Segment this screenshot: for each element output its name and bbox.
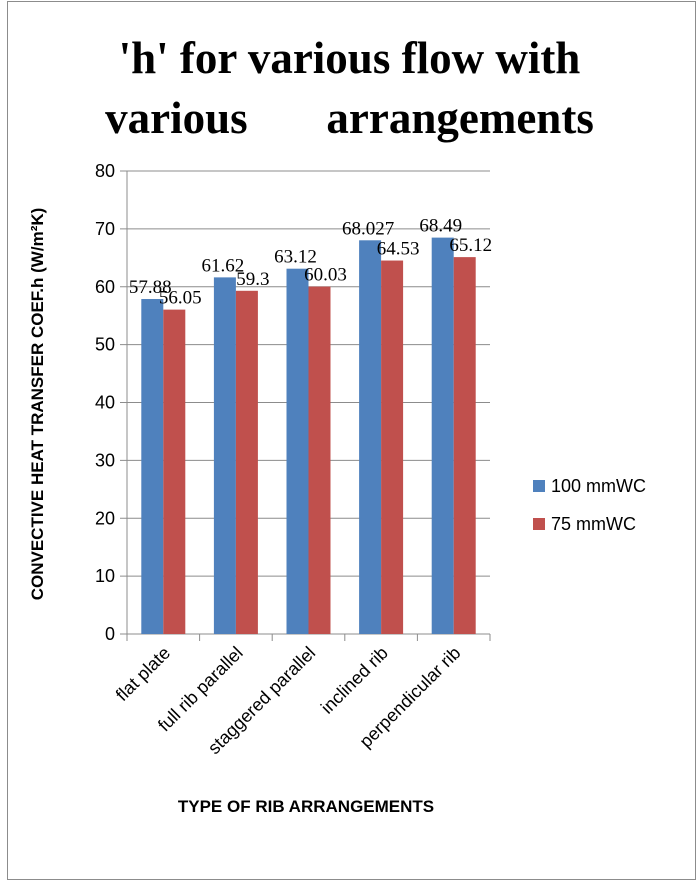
bar-75mmwc: [235, 290, 258, 634]
legend-label: 75 mmWC: [551, 514, 636, 534]
data-label: 61.62: [202, 255, 245, 276]
legend-swatch: [533, 518, 545, 530]
y-axis-title: CONVECTIVE HEAT TRANSFER COEF.h (W/m²K): [28, 208, 47, 601]
chart-title-line-1: 'h' for various flow with: [118, 33, 581, 83]
data-label: 60.03: [304, 265, 347, 286]
data-label: 56.05: [159, 288, 202, 309]
y-tick-label: 20: [95, 508, 115, 528]
data-label: 64.53: [377, 239, 420, 260]
bar-100mmwc: [359, 240, 382, 634]
y-tick-label: 70: [95, 219, 115, 239]
bar-75mmwc: [308, 286, 331, 634]
y-tick-label: 10: [95, 566, 115, 586]
x-tick-label: inclined rib: [317, 643, 392, 718]
data-label: 68.49: [419, 216, 462, 237]
y-tick-label: 60: [95, 277, 115, 297]
y-tick-label: 40: [95, 393, 115, 413]
bar-75mmwc: [381, 260, 404, 634]
data-label: 63.12: [274, 247, 317, 268]
x-tick-label: flat plate: [112, 643, 174, 705]
x-axis-title: TYPE OF RIB ARRANGEMENTS: [178, 797, 434, 816]
data-label: 59.3: [236, 269, 269, 290]
y-tick-label: 50: [95, 335, 115, 355]
chart-frame: [7, 1, 696, 880]
bar-100mmwc: [431, 237, 454, 634]
data-label: 65.12: [449, 235, 492, 256]
bar-100mmwc: [213, 277, 236, 634]
y-tick-label: 0: [105, 624, 115, 644]
y-tick-label: 30: [95, 450, 115, 470]
data-label: 57.88: [129, 277, 172, 298]
bar-100mmwc: [286, 268, 309, 634]
bar-100mmwc: [141, 299, 164, 634]
legend-label: 100 mmWC: [551, 476, 646, 496]
bars: [141, 237, 476, 634]
legend: 100 mmWC 75 mmWC: [533, 476, 646, 534]
legend-swatch: [533, 480, 545, 492]
y-tick-label: 80: [95, 161, 115, 181]
chart-title-line-2: various arrangements: [105, 93, 594, 143]
data-label: 68.027: [342, 218, 394, 239]
bar-75mmwc: [163, 309, 186, 634]
bar-75mmwc: [453, 257, 476, 634]
